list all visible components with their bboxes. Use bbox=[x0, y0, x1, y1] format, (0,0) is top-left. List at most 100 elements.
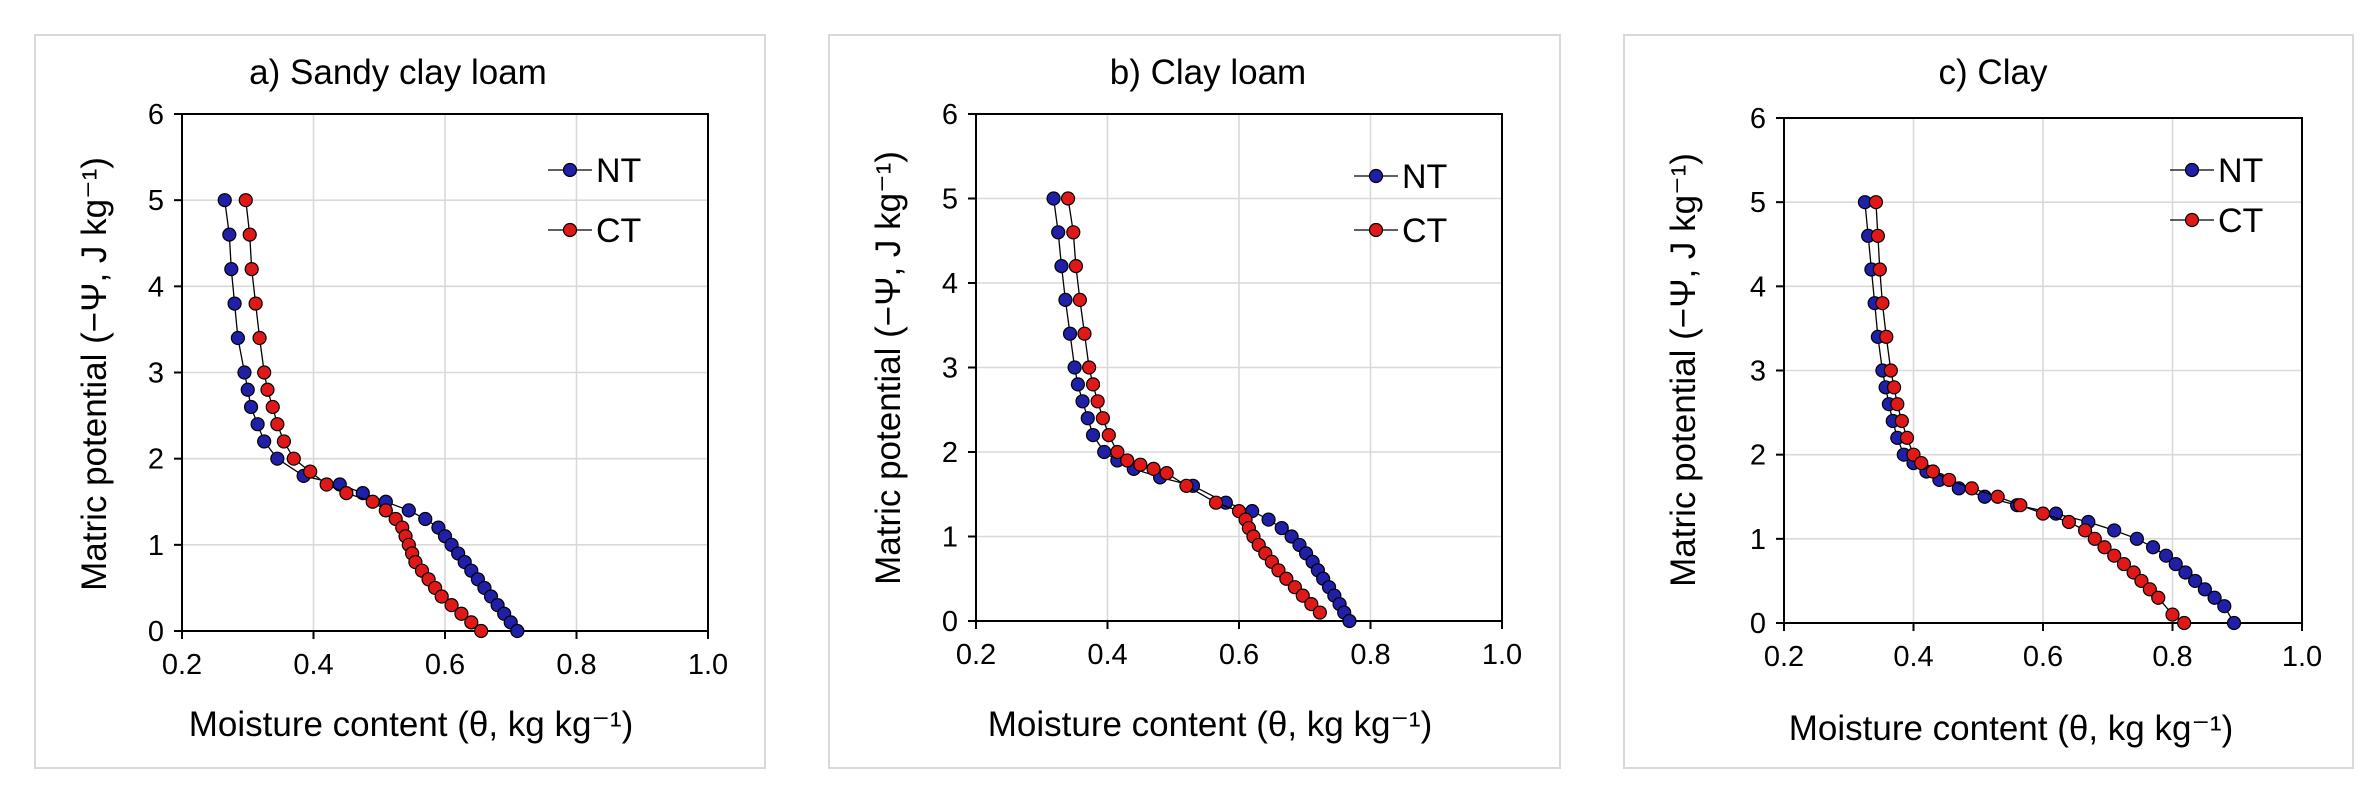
x-axis-label: Moisture content (θ, kg kg⁻¹) bbox=[1789, 709, 2233, 748]
data-point-nt bbox=[2226, 615, 2242, 631]
data-point-ct bbox=[454, 606, 469, 621]
y-axis-label: Matric potential (−Ψ, J kg⁻¹) bbox=[869, 151, 908, 585]
y-tick-label: 5 bbox=[148, 185, 164, 217]
data-point-ct bbox=[1068, 259, 1084, 274]
data-point-ct bbox=[276, 434, 292, 449]
data-point-ct bbox=[1101, 428, 1116, 443]
data-point-ct bbox=[2035, 506, 2051, 521]
data-point-nt bbox=[510, 623, 525, 639]
data-point-ct bbox=[248, 296, 263, 311]
legend-label-ct: CT bbox=[596, 212, 641, 250]
y-tick-label: 5 bbox=[1750, 187, 1766, 219]
data-point-ct bbox=[1964, 481, 1979, 496]
data-point-ct bbox=[238, 193, 253, 208]
data-point-ct bbox=[1890, 397, 1905, 412]
chart-svg: b) Clay loam 0.2 0.4 0.6 0.8 1.0 0 1 2 3 4 5 6 Moistu… bbox=[869, 53, 1522, 744]
y-tick-label: 5 bbox=[942, 184, 958, 216]
data-point-ct bbox=[2013, 498, 2028, 513]
legend-marker-nt bbox=[2184, 162, 2200, 178]
data-point-ct bbox=[270, 417, 285, 432]
x-tick-label: 0.6 bbox=[425, 649, 465, 681]
data-point-nt bbox=[257, 434, 272, 449]
series-line-ct bbox=[1067, 198, 1321, 613]
y-tick-label: 6 bbox=[1750, 103, 1766, 135]
data-point-nt bbox=[2188, 573, 2203, 589]
data-point-nt bbox=[243, 399, 259, 415]
y-tick-label: 4 bbox=[1750, 271, 1766, 303]
chart-title: b) Clay loam bbox=[1110, 53, 1306, 92]
chart-title: c) Clay bbox=[1939, 53, 2048, 92]
data-point-ct bbox=[1295, 588, 1310, 603]
data-point-ct bbox=[339, 486, 354, 501]
data-point-ct bbox=[1883, 363, 1898, 378]
y-tick-label: 2 bbox=[148, 444, 164, 476]
legend-label-ct: CT bbox=[1402, 212, 1447, 250]
legend-label-nt: NT bbox=[1402, 158, 1447, 196]
data-point-ct bbox=[1133, 457, 1148, 472]
data-point-ct bbox=[2107, 548, 2122, 563]
data-point-nt bbox=[222, 227, 237, 242]
data-point-ct bbox=[365, 494, 380, 509]
data-point-nt bbox=[1085, 428, 1101, 443]
y-axis-label: Matric potential (−Ψ, J kg⁻¹) bbox=[1664, 153, 1703, 587]
legend-label-nt: NT bbox=[596, 152, 641, 190]
data-point-ct bbox=[1914, 455, 1929, 471]
chart-panel-clay-loam: b) Clay loam 0.2 0.4 0.6 0.8 1.0 0 1 2 3 4 5 6 Moistu… bbox=[828, 34, 1561, 769]
data-point-ct bbox=[2116, 556, 2132, 572]
chart-panel-sandy-clay-loam: a) Sandy clay loam 0.2 0.4 0.6 0.8 1.0 0 1 2 3 4 5 6… bbox=[34, 34, 766, 769]
data-point-ct bbox=[260, 382, 275, 397]
data-point-ct bbox=[2077, 523, 2093, 538]
data-point-ct bbox=[1095, 411, 1110, 426]
y-tick-label: 3 bbox=[942, 353, 958, 385]
data-point-ct bbox=[1077, 326, 1092, 341]
data-point-ct bbox=[1312, 605, 1327, 620]
data-point-ct bbox=[1942, 472, 1957, 488]
x-tick-label: 0.8 bbox=[2152, 641, 2192, 673]
data-point-nt bbox=[355, 486, 370, 501]
data-point-ct bbox=[1899, 430, 1915, 445]
data-point-ct bbox=[2061, 514, 2076, 530]
legend-marker-ct bbox=[1368, 222, 1384, 238]
data-point-nt bbox=[2158, 548, 2174, 563]
data-point-nt bbox=[2107, 523, 2122, 538]
data-point-ct bbox=[1886, 380, 1902, 395]
y-axis-label: Matric potential (−Ψ, J kg⁻¹) bbox=[75, 157, 114, 591]
data-point-nt bbox=[250, 417, 265, 432]
plot-area-frame bbox=[1783, 117, 2303, 624]
data-point-ct bbox=[1146, 461, 1161, 476]
data-point-nt bbox=[217, 193, 232, 208]
data-point-ct bbox=[2097, 540, 2112, 555]
data-point-nt bbox=[1054, 259, 1069, 274]
data-point-nt bbox=[2129, 531, 2144, 546]
data-point-ct bbox=[444, 598, 459, 613]
x-tick-label: 0.8 bbox=[556, 649, 596, 681]
data-point-ct bbox=[1159, 466, 1174, 481]
y-tick-label: 6 bbox=[148, 99, 164, 131]
y-tick-label: 0 bbox=[1750, 608, 1766, 640]
x-tick-label: 0.6 bbox=[1219, 639, 1259, 671]
data-point-ct bbox=[2134, 573, 2149, 589]
data-point-nt bbox=[1046, 191, 1061, 206]
data-point-ct bbox=[378, 503, 393, 518]
data-point-nt bbox=[1097, 444, 1112, 460]
data-point-ct bbox=[1120, 453, 1135, 468]
data-point-ct bbox=[1279, 571, 1294, 586]
data-point-ct bbox=[1872, 262, 1887, 277]
data-point-nt bbox=[240, 382, 255, 397]
y-tick-label: 2 bbox=[942, 437, 958, 469]
data-point-ct bbox=[1110, 444, 1125, 460]
data-point-nt bbox=[1070, 377, 1086, 392]
plot-area-frame bbox=[181, 113, 709, 632]
data-point-nt bbox=[224, 262, 239, 277]
legend-marker-ct bbox=[562, 222, 578, 238]
data-point-nt bbox=[2145, 540, 2161, 555]
data-point-nt bbox=[230, 330, 245, 346]
data-point-nt bbox=[1342, 613, 1357, 629]
data-point-ct bbox=[244, 262, 259, 277]
data-point-ct bbox=[252, 330, 267, 346]
data-point-nt bbox=[1051, 225, 1066, 240]
x-tick-label: 1.0 bbox=[1482, 639, 1522, 671]
data-point-ct bbox=[1879, 329, 1894, 344]
data-point-nt bbox=[1062, 326, 1078, 341]
data-point-nt bbox=[1080, 411, 1095, 426]
